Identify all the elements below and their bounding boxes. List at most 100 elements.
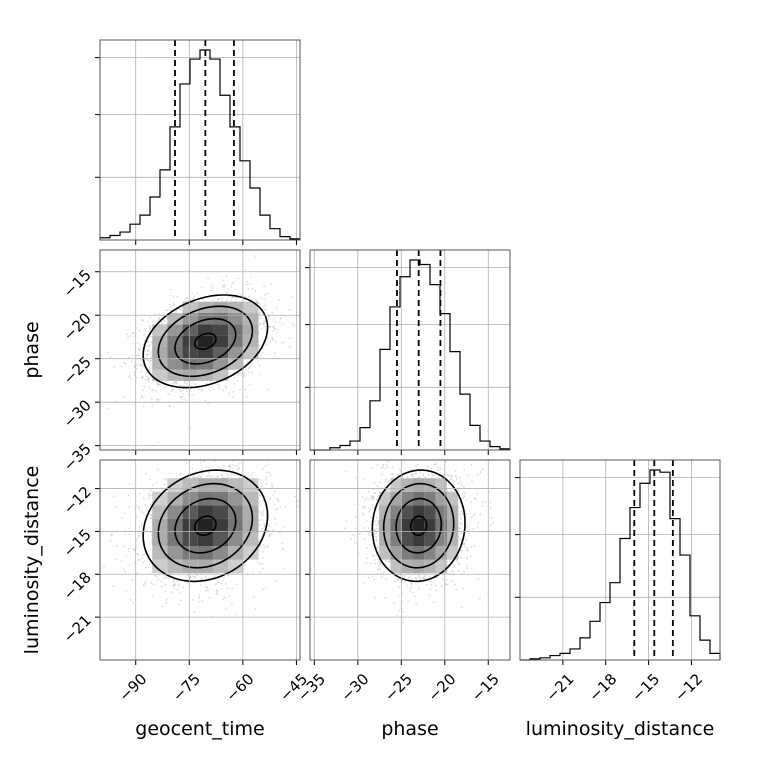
scatter-point — [143, 553, 146, 556]
scatter-point — [264, 293, 266, 296]
scatter-point — [227, 574, 230, 577]
scatter-point — [150, 517, 153, 519]
density-cell — [212, 532, 229, 547]
scatter-point — [149, 353, 152, 356]
scatter-point — [216, 589, 218, 592]
scatter-point — [228, 392, 231, 395]
scatter-point — [147, 320, 150, 323]
scatter-point — [236, 468, 239, 471]
scatter-point — [269, 474, 272, 477]
scatter-point — [170, 390, 173, 393]
scatter-point — [262, 509, 265, 512]
scatter-point — [138, 534, 140, 537]
scatter-point — [263, 546, 266, 549]
scatter-point — [198, 596, 201, 599]
scatter-point — [193, 610, 196, 613]
scatter-point — [228, 453, 230, 455]
scatter-point — [130, 377, 132, 380]
scatter-point — [251, 371, 253, 374]
scatter-point — [227, 474, 230, 477]
scatter-point — [185, 399, 188, 402]
scatter-point — [213, 575, 216, 578]
scatter-point — [243, 375, 246, 378]
scatter-point — [150, 397, 153, 400]
scatter-point — [123, 512, 126, 515]
scatter-point — [266, 337, 269, 339]
contour-line — [174, 497, 237, 554]
scatter-point — [114, 506, 117, 508]
scatter-point — [254, 608, 257, 610]
histogram-panel-luminosity_distance-frame — [519, 459, 721, 661]
scatter-point — [158, 383, 161, 386]
scatter-point — [276, 508, 279, 511]
scatter-point — [259, 478, 262, 481]
scatter-point — [264, 587, 267, 590]
density-cell — [243, 532, 259, 547]
scatter-point — [227, 369, 230, 372]
panels: −21 −18 −15 −12−35−30−25−20−15−90 −75 −60 −45−… — [60, 39, 721, 705]
scatter-point — [216, 592, 219, 595]
tick-label-phase: −20 — [60, 309, 95, 344]
density-cell — [182, 313, 198, 325]
scatter-point — [142, 365, 145, 367]
density-cell — [228, 301, 244, 314]
scatter-point — [139, 348, 141, 351]
scatter-point — [250, 276, 252, 279]
scatter-point — [149, 359, 152, 362]
scatter-point — [196, 476, 198, 479]
scatter-point — [228, 464, 231, 467]
scatter-point — [258, 501, 261, 504]
scatter-point — [109, 356, 112, 359]
scatter-point — [226, 455, 228, 457]
scatter-point — [268, 497, 271, 500]
scatter-point — [144, 385, 147, 388]
scatter-point — [244, 563, 247, 566]
scatter-point — [171, 382, 174, 385]
scatter-point — [132, 332, 135, 334]
scatter-point — [288, 308, 291, 311]
scatter-point — [271, 338, 274, 341]
scatter-point — [229, 465, 231, 468]
scatter-point — [183, 398, 186, 401]
density-cell — [197, 346, 213, 359]
scatter-point — [252, 596, 255, 598]
scatter-point — [139, 558, 141, 561]
scatter-point — [209, 381, 212, 383]
density-cell — [243, 546, 259, 560]
scatter-point — [127, 336, 129, 339]
scatter-point — [280, 317, 283, 320]
scatter-point — [243, 567, 246, 570]
scatter-point — [141, 556, 144, 559]
scatter-point — [276, 328, 279, 331]
scatter-point — [207, 471, 210, 474]
scatter-point — [175, 310, 178, 313]
scatter-point — [148, 344, 151, 346]
scatter-point — [138, 525, 141, 528]
scatter-point — [262, 588, 265, 591]
scatter-point — [138, 508, 141, 511]
scatter-point — [258, 311, 261, 313]
scatter-point — [259, 494, 262, 497]
scatter-point — [136, 342, 139, 345]
scatter-point — [275, 508, 277, 511]
scatter-point — [127, 550, 130, 553]
scatter-point — [144, 514, 147, 516]
scatter-point — [173, 295, 175, 298]
scatter-point — [266, 471, 269, 474]
scatter-point — [271, 311, 274, 314]
density-cell — [228, 358, 244, 370]
scatter-point — [221, 473, 224, 476]
scatter-point — [145, 580, 147, 583]
scatter-point — [262, 322, 265, 324]
scatter-point — [238, 466, 241, 469]
scatter-point — [167, 309, 169, 312]
scatter-point — [176, 588, 179, 591]
scatter-point — [243, 388, 246, 391]
scatter-point — [135, 354, 138, 357]
scatter-point — [161, 489, 164, 492]
scatter-point — [179, 390, 182, 393]
scatter-point — [150, 531, 153, 534]
scatter-point — [143, 582, 146, 585]
scatter-point — [136, 537, 138, 540]
scatter-point — [259, 571, 261, 574]
